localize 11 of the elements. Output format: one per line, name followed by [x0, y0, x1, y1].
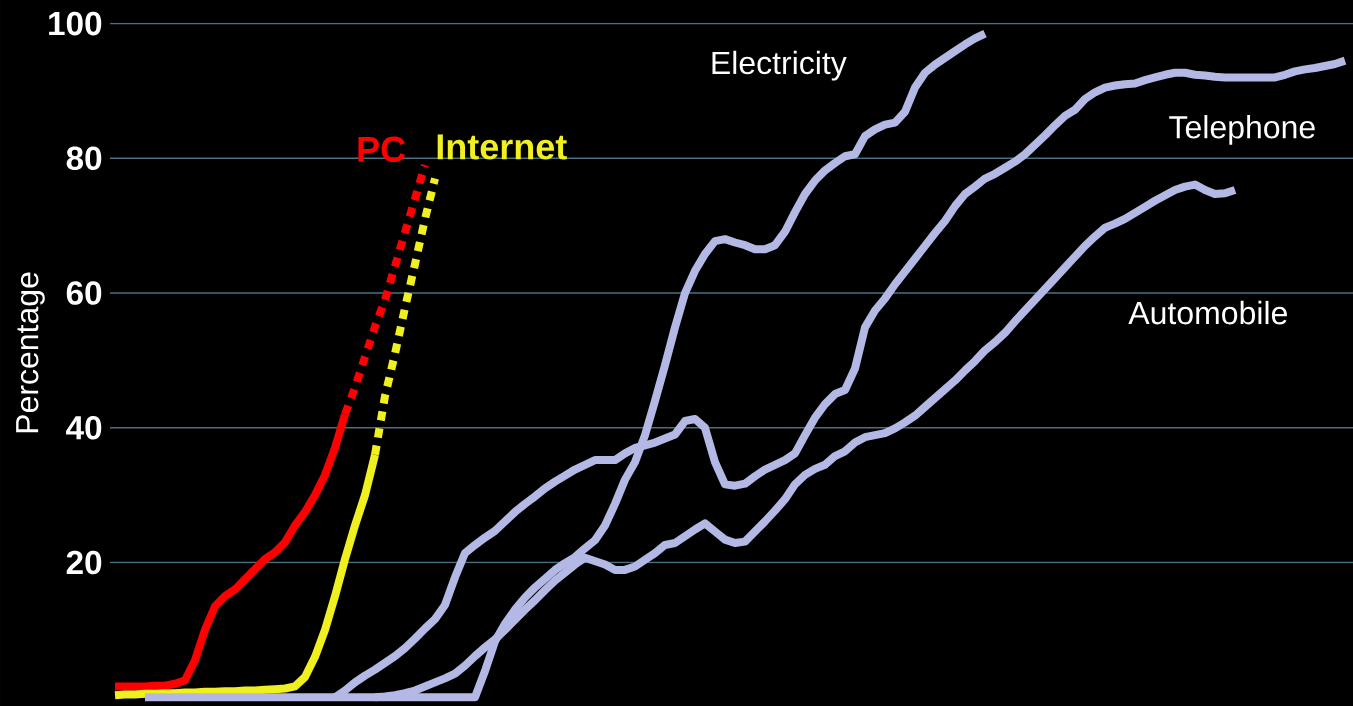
series-label: Electricity [712, 50, 847, 81]
y-tick-label: 40 [66, 415, 102, 440]
y-axis-title: Percentage [16, 272, 45, 433]
y-tick-label: 80 [66, 146, 102, 171]
series-label: PC [358, 136, 406, 163]
y-tick-label: 100 [49, 11, 102, 36]
y-tick-label: 60 [66, 281, 102, 305]
series-label: Internet [437, 134, 567, 160]
y-tick-label: 20 [66, 550, 102, 575]
text: Automobile [1128, 300, 1287, 325]
series-label: Telephone [1169, 115, 1315, 145]
